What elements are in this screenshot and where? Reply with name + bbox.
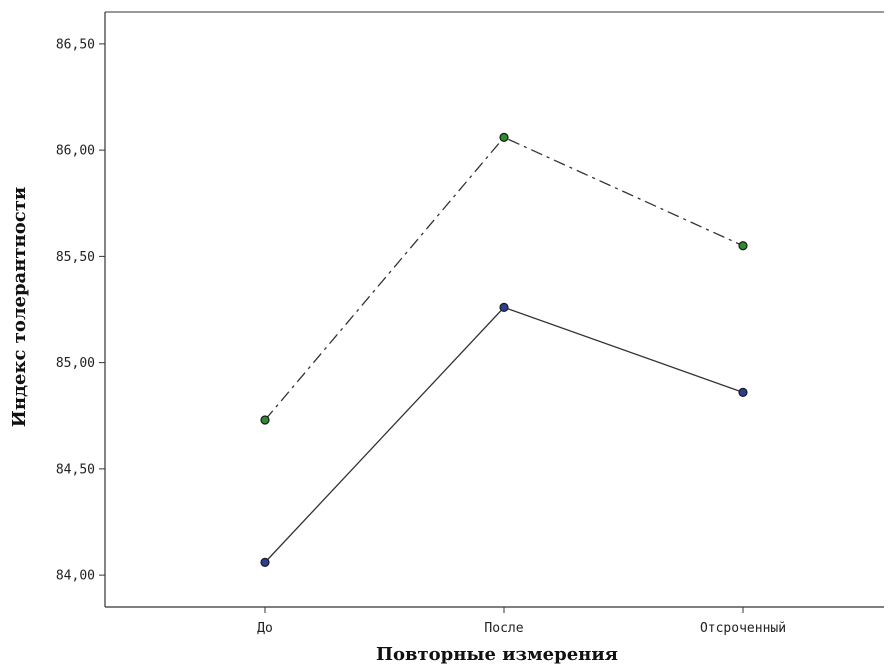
data-point xyxy=(260,415,270,425)
x-axis: До После Отсроченный xyxy=(257,607,786,636)
y-tick-label: 85,50 xyxy=(56,250,95,265)
plot-area xyxy=(104,11,884,608)
y-tick-label: 84,50 xyxy=(56,462,95,477)
y-tick-label: 84,00 xyxy=(56,569,95,584)
series-line-1 xyxy=(264,136,744,421)
data-point xyxy=(260,557,270,567)
y-tick-label: 86,50 xyxy=(56,37,95,52)
series-line-2 xyxy=(264,306,744,563)
data-point xyxy=(738,241,748,251)
y-axis-title: Индекс толерантности xyxy=(9,187,30,427)
y-tick-label: 86,00 xyxy=(56,144,95,159)
data-point xyxy=(499,302,509,312)
x-tick-label: Отсроченный xyxy=(700,621,786,636)
series-layer xyxy=(260,132,748,567)
x-tick-label: После xyxy=(484,621,523,636)
x-tick-label: До xyxy=(257,621,273,636)
y-tick-label: 85,00 xyxy=(56,356,95,371)
data-point xyxy=(738,387,748,397)
x-axis-title: Повторные измерения xyxy=(376,644,618,665)
data-point xyxy=(499,132,509,142)
y-axis: 84,00 84,50 85,00 85,50 86,00 86,50 xyxy=(56,37,105,584)
